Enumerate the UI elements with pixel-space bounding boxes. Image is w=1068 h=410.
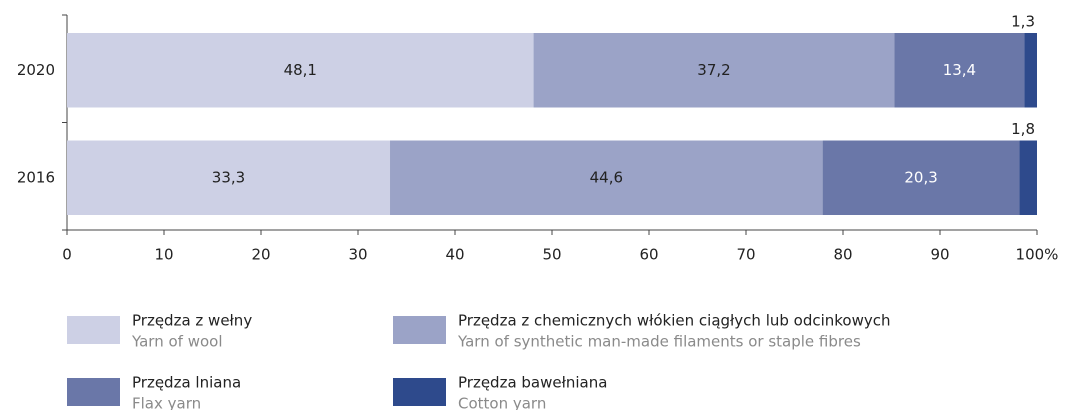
x-tick-label: 100%	[1016, 246, 1059, 264]
bar-segment	[894, 33, 1025, 108]
value-label: 48,1	[284, 61, 317, 79]
value-label: 20,3	[904, 168, 937, 186]
legend-swatch	[393, 378, 446, 406]
x-tick-label: 10	[154, 246, 173, 264]
legend-label: Przędza lniana	[132, 374, 241, 392]
legend-label: Przędza bawełniana	[458, 374, 607, 392]
value-label: 1,3	[1011, 13, 1035, 31]
legend-swatch	[67, 316, 120, 344]
legend-label: Przędza z chemicznych włókien ciągłych l…	[458, 312, 891, 330]
x-tick-label: 70	[736, 246, 755, 264]
bar-segment	[1019, 140, 1037, 215]
x-tick-label: 30	[348, 246, 367, 264]
y-tick-label: 2020	[17, 61, 55, 79]
value-label: 44,6	[590, 168, 623, 186]
legend-swatch	[67, 378, 120, 406]
x-tick-label: 20	[251, 246, 270, 264]
x-tick-label: 90	[930, 246, 949, 264]
legend-sublabel: Yarn of wool	[131, 333, 222, 351]
bar-segment	[67, 140, 391, 215]
legend-label: Przędza z wełny	[132, 312, 252, 330]
bar-segment	[390, 140, 823, 215]
legend-swatch	[393, 316, 446, 344]
bar-segment	[822, 140, 1020, 215]
value-label: 37,2	[697, 61, 730, 79]
legend-sublabel: Flax yarn	[132, 395, 201, 410]
y-tick-label: 2016	[17, 168, 55, 186]
x-tick-label: 40	[445, 246, 464, 264]
legend-sublabel: Yarn of synthetic man-made filaments or …	[457, 333, 861, 351]
value-label: 33,3	[212, 168, 245, 186]
x-tick-label: 60	[639, 246, 658, 264]
value-label: 1,8	[1011, 120, 1035, 138]
x-tick-label: 80	[833, 246, 852, 264]
bar-segment	[533, 33, 895, 108]
bar-segment	[67, 33, 534, 108]
x-tick-label: 0	[62, 246, 72, 264]
bar-segment	[1024, 33, 1037, 108]
value-label: 13,4	[943, 61, 976, 79]
x-tick-label: 50	[542, 246, 561, 264]
legend-sublabel: Cotton yarn	[458, 395, 546, 410]
